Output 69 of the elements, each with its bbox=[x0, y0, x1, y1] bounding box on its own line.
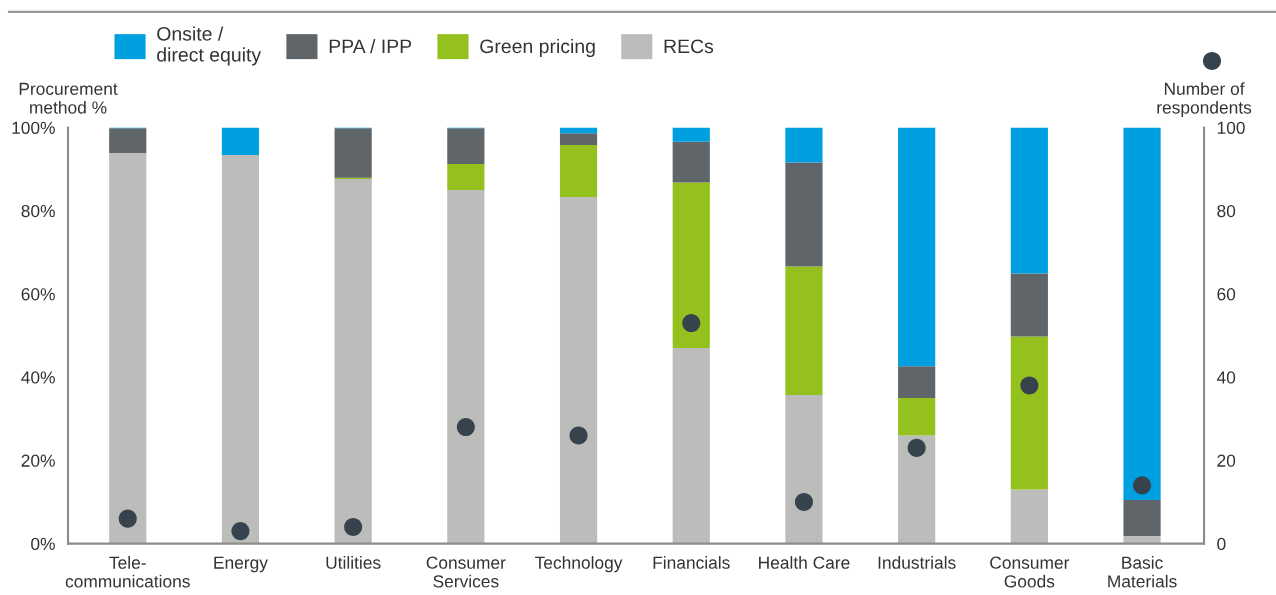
bar bbox=[785, 395, 823, 544]
bar bbox=[447, 164, 485, 190]
y-tick-label: 80% bbox=[21, 204, 55, 218]
point bbox=[907, 438, 926, 457]
bar bbox=[447, 189, 485, 544]
bar bbox=[672, 127, 710, 142]
y-tick-label: 40% bbox=[21, 371, 55, 384]
bar bbox=[1010, 336, 1048, 490]
y2-tick-label: 0 bbox=[1217, 537, 1226, 551]
legend-label: Onsite / direct equity bbox=[157, 26, 262, 66]
point bbox=[1133, 476, 1152, 495]
bar bbox=[672, 141, 710, 183]
bar bbox=[559, 133, 598, 145]
y2-tick-label: 40 bbox=[1216, 371, 1236, 384]
x-tick-label: Industrials bbox=[878, 556, 956, 569]
point bbox=[794, 492, 813, 512]
y2-tick-label: 100 bbox=[1217, 121, 1245, 134]
bar bbox=[1010, 127, 1048, 274]
bar bbox=[1123, 499, 1161, 537]
bar bbox=[334, 179, 372, 544]
bar bbox=[672, 182, 710, 349]
legend-label: RECs bbox=[664, 39, 714, 54]
x-tick-label: Basic Materials bbox=[1108, 556, 1177, 588]
bar bbox=[1010, 273, 1048, 337]
bar bbox=[785, 127, 823, 163]
bar bbox=[559, 196, 598, 544]
bar bbox=[898, 435, 936, 544]
bar bbox=[898, 366, 936, 398]
point bbox=[456, 418, 475, 437]
y-tick-label: 60% bbox=[21, 288, 55, 301]
legend-label: Green pricing bbox=[480, 38, 595, 58]
bar bbox=[109, 152, 147, 544]
point bbox=[569, 426, 588, 445]
bar bbox=[1123, 127, 1161, 500]
x-tick-label: Utilities bbox=[326, 556, 381, 569]
x-tick-label: Financials bbox=[653, 556, 730, 569]
bar bbox=[447, 128, 485, 165]
bar bbox=[1123, 536, 1161, 544]
x-tick-label: Consumer Services bbox=[426, 556, 506, 588]
y2-tick-label: 80 bbox=[1217, 204, 1236, 218]
legend-label: PPA / IPP bbox=[329, 38, 412, 54]
point bbox=[1020, 376, 1039, 395]
bar bbox=[109, 128, 147, 153]
bar bbox=[559, 144, 598, 197]
bar bbox=[785, 162, 823, 267]
x-tick-label: Technology bbox=[535, 556, 623, 573]
bar bbox=[1010, 489, 1048, 544]
bar bbox=[898, 127, 936, 367]
point bbox=[231, 522, 250, 541]
bar bbox=[221, 154, 260, 544]
bar bbox=[785, 266, 823, 396]
point bbox=[682, 314, 701, 333]
x-tick-label: Energy bbox=[214, 556, 268, 573]
bar bbox=[672, 348, 710, 544]
x-tick-label: Consumer Goods bbox=[990, 556, 1070, 588]
y-tick-label: 20% bbox=[21, 454, 55, 467]
bar bbox=[898, 397, 936, 436]
y-axis-title: Procurement method % bbox=[19, 82, 118, 114]
bar bbox=[334, 128, 372, 178]
bar bbox=[221, 127, 260, 155]
point bbox=[118, 509, 137, 528]
y2-tick-label: 20 bbox=[1217, 454, 1236, 467]
y2-axis-title: Number of respondents bbox=[1157, 82, 1252, 118]
y2-tick-label: 60 bbox=[1217, 288, 1236, 301]
x-tick-label: Health Care bbox=[759, 556, 850, 569]
x-tick-label: Tele- communications bbox=[65, 556, 190, 588]
y-tick-label: 100% bbox=[12, 121, 55, 134]
y-tick-label: 0% bbox=[31, 537, 55, 551]
point bbox=[344, 517, 363, 536]
